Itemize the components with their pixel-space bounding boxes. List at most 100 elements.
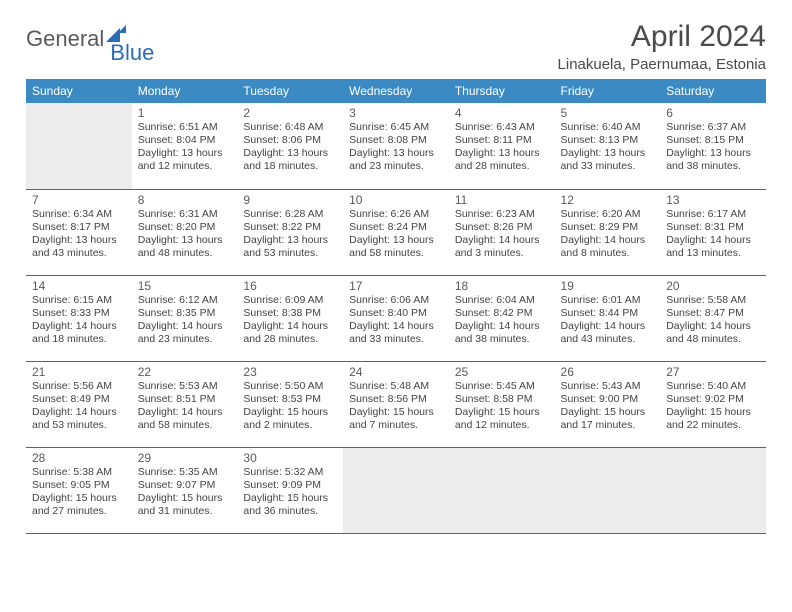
day-detail-line: Daylight: 15 hours bbox=[561, 406, 655, 419]
logo-text-part1: General bbox=[26, 26, 104, 52]
day-detail-line: and 23 minutes. bbox=[138, 333, 232, 346]
day-detail-line: Daylight: 15 hours bbox=[455, 406, 549, 419]
day-detail-line: Sunrise: 5:38 AM bbox=[32, 466, 126, 479]
week-row: 7Sunrise: 6:34 AMSunset: 8:17 PMDaylight… bbox=[26, 189, 766, 275]
day-cell: 26Sunrise: 5:43 AMSunset: 9:00 PMDayligh… bbox=[555, 361, 661, 447]
day-detail-line: Sunrise: 5:35 AM bbox=[138, 466, 232, 479]
day-number: 6 bbox=[666, 106, 760, 120]
day-number: 26 bbox=[561, 365, 655, 379]
day-detail-line: Sunrise: 5:43 AM bbox=[561, 380, 655, 393]
day-detail-line: Daylight: 15 hours bbox=[243, 406, 337, 419]
day-number: 18 bbox=[455, 279, 549, 293]
day-number: 3 bbox=[349, 106, 443, 120]
day-header: Saturday bbox=[660, 79, 766, 103]
day-cell: 1Sunrise: 6:51 AMSunset: 8:04 PMDaylight… bbox=[132, 103, 238, 189]
title-block: April 2024 Linakuela, Paernumaa, Estonia bbox=[558, 20, 766, 73]
day-detail-line: Sunset: 8:38 PM bbox=[243, 307, 337, 320]
day-detail-line: Daylight: 14 hours bbox=[32, 320, 126, 333]
day-detail-line: Sunset: 9:02 PM bbox=[666, 393, 760, 406]
day-cell: 7Sunrise: 6:34 AMSunset: 8:17 PMDaylight… bbox=[26, 189, 132, 275]
day-detail-line: Sunset: 8:56 PM bbox=[349, 393, 443, 406]
day-detail-line: Daylight: 15 hours bbox=[349, 406, 443, 419]
day-number: 10 bbox=[349, 193, 443, 207]
day-detail-line: and 18 minutes. bbox=[243, 160, 337, 173]
day-number: 14 bbox=[32, 279, 126, 293]
day-cell: 15Sunrise: 6:12 AMSunset: 8:35 PMDayligh… bbox=[132, 275, 238, 361]
day-detail-line: Sunrise: 5:32 AM bbox=[243, 466, 337, 479]
day-detail-line: Sunset: 8:29 PM bbox=[561, 221, 655, 234]
day-number: 16 bbox=[243, 279, 337, 293]
day-detail-line: Sunset: 9:09 PM bbox=[243, 479, 337, 492]
day-detail-line: and 36 minutes. bbox=[243, 505, 337, 518]
day-cell: 25Sunrise: 5:45 AMSunset: 8:58 PMDayligh… bbox=[449, 361, 555, 447]
day-detail-line: Daylight: 13 hours bbox=[243, 147, 337, 160]
day-detail-line: Sunrise: 6:43 AM bbox=[455, 121, 549, 134]
day-cell: 30Sunrise: 5:32 AMSunset: 9:09 PMDayligh… bbox=[237, 447, 343, 533]
day-number: 29 bbox=[138, 451, 232, 465]
day-cell: 2Sunrise: 6:48 AMSunset: 8:06 PMDaylight… bbox=[237, 103, 343, 189]
day-cell: 18Sunrise: 6:04 AMSunset: 8:42 PMDayligh… bbox=[449, 275, 555, 361]
day-number: 2 bbox=[243, 106, 337, 120]
day-detail-line: Daylight: 13 hours bbox=[243, 234, 337, 247]
day-detail-line: Daylight: 13 hours bbox=[666, 147, 760, 160]
day-detail-line: and 7 minutes. bbox=[349, 419, 443, 432]
day-number: 7 bbox=[32, 193, 126, 207]
day-detail-line: Sunrise: 6:26 AM bbox=[349, 208, 443, 221]
day-number: 4 bbox=[455, 106, 549, 120]
day-detail-line: Daylight: 14 hours bbox=[561, 234, 655, 247]
day-detail-line: and 48 minutes. bbox=[138, 247, 232, 260]
day-detail-line: Sunrise: 6:40 AM bbox=[561, 121, 655, 134]
calendar-body: 1Sunrise: 6:51 AMSunset: 8:04 PMDaylight… bbox=[26, 103, 766, 533]
day-detail-line: Sunrise: 5:48 AM bbox=[349, 380, 443, 393]
day-detail-line: Sunset: 9:05 PM bbox=[32, 479, 126, 492]
day-detail-line: Sunrise: 5:58 AM bbox=[666, 294, 760, 307]
day-detail-line: Daylight: 15 hours bbox=[138, 492, 232, 505]
location-subtitle: Linakuela, Paernumaa, Estonia bbox=[558, 56, 766, 73]
day-detail-line: Sunrise: 6:48 AM bbox=[243, 121, 337, 134]
day-number: 13 bbox=[666, 193, 760, 207]
day-detail-line: and 12 minutes. bbox=[138, 160, 232, 173]
day-detail-line: Daylight: 13 hours bbox=[455, 147, 549, 160]
day-detail-line: Sunset: 8:42 PM bbox=[455, 307, 549, 320]
day-number: 9 bbox=[243, 193, 337, 207]
week-row: 1Sunrise: 6:51 AMSunset: 8:04 PMDaylight… bbox=[26, 103, 766, 189]
day-number: 23 bbox=[243, 365, 337, 379]
day-number: 11 bbox=[455, 193, 549, 207]
day-detail-line: and 28 minutes. bbox=[455, 160, 549, 173]
day-number: 30 bbox=[243, 451, 337, 465]
day-number: 5 bbox=[561, 106, 655, 120]
day-detail-line: and 22 minutes. bbox=[666, 419, 760, 432]
day-detail-line: Daylight: 15 hours bbox=[32, 492, 126, 505]
day-header: Wednesday bbox=[343, 79, 449, 103]
day-detail-line: and 8 minutes. bbox=[561, 247, 655, 260]
day-detail-line: Sunset: 8:15 PM bbox=[666, 134, 760, 147]
day-number: 22 bbox=[138, 365, 232, 379]
day-detail-line: Daylight: 14 hours bbox=[666, 234, 760, 247]
day-detail-line: Daylight: 13 hours bbox=[138, 147, 232, 160]
day-cell: 6Sunrise: 6:37 AMSunset: 8:15 PMDaylight… bbox=[660, 103, 766, 189]
day-detail-line: Sunrise: 6:31 AM bbox=[138, 208, 232, 221]
day-detail-line: Sunset: 8:24 PM bbox=[349, 221, 443, 234]
logo-triangle-small-icon bbox=[118, 25, 126, 33]
day-header: Tuesday bbox=[237, 79, 343, 103]
day-detail-line: Daylight: 14 hours bbox=[455, 320, 549, 333]
header: General Blue April 2024 Linakuela, Paern… bbox=[26, 20, 766, 73]
day-cell bbox=[449, 447, 555, 533]
day-detail-line: Daylight: 15 hours bbox=[666, 406, 760, 419]
day-cell: 12Sunrise: 6:20 AMSunset: 8:29 PMDayligh… bbox=[555, 189, 661, 275]
day-detail-line: Sunset: 8:58 PM bbox=[455, 393, 549, 406]
day-detail-line: Sunset: 8:13 PM bbox=[561, 134, 655, 147]
day-detail-line: Sunrise: 5:56 AM bbox=[32, 380, 126, 393]
day-number: 1 bbox=[138, 106, 232, 120]
day-cell: 27Sunrise: 5:40 AMSunset: 9:02 PMDayligh… bbox=[660, 361, 766, 447]
day-detail-line: Daylight: 14 hours bbox=[561, 320, 655, 333]
logo: General Blue bbox=[26, 20, 154, 52]
day-detail-line: Sunset: 8:47 PM bbox=[666, 307, 760, 320]
day-number: 21 bbox=[32, 365, 126, 379]
day-detail-line: and 12 minutes. bbox=[455, 419, 549, 432]
day-header: Monday bbox=[132, 79, 238, 103]
day-detail-line: Sunset: 8:08 PM bbox=[349, 134, 443, 147]
day-detail-line: Sunrise: 5:53 AM bbox=[138, 380, 232, 393]
day-detail-line: Sunset: 8:49 PM bbox=[32, 393, 126, 406]
logo-text-part2: Blue bbox=[110, 40, 154, 66]
